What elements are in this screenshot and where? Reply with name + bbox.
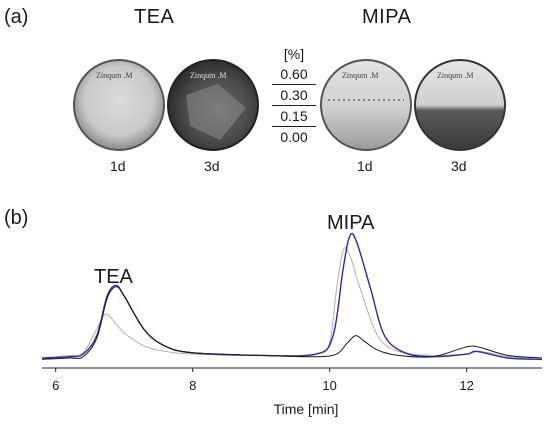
chromatogram-plot: 6 8 10 12 (41, 232, 543, 393)
x-tick-label: 12 (459, 378, 473, 393)
panel-b-label: (b) (4, 207, 28, 229)
legend-value: 0.15 (272, 106, 316, 127)
x-tick-label: 10 (322, 378, 336, 393)
concentration-legend: [%] 0.60 0.30 0.15 0.00 (272, 44, 316, 147)
svg-text:Zinqum .M: Zinqum .M (342, 71, 378, 80)
series-line-1 (41, 247, 543, 360)
chromatogram-series (41, 232, 543, 361)
group-title-tea: TEA (134, 6, 175, 28)
legend-value: 0.00 (280, 129, 308, 145)
day-label-tea-1d: 1d (110, 158, 126, 174)
day-label-mipa-3d: 3d (451, 158, 467, 174)
x-axis-ticks: 6 8 10 12 (52, 368, 474, 393)
plate-mipa-3d: Zinqum .M (414, 59, 506, 151)
peak-label-mipa: MIPA (327, 212, 375, 234)
series-line-3 (41, 286, 543, 360)
day-label-tea-3d: 3d (204, 158, 220, 174)
legend-value: 0.60 (272, 64, 316, 85)
peak-label-tea: TEA (94, 266, 134, 288)
svg-text:Zinqum .M: Zinqum .M (96, 71, 132, 80)
plate-tea-1d: Zinqum .M (73, 59, 165, 151)
series-line-2 (41, 232, 543, 361)
svg-text:Zinqum .M: Zinqum .M (437, 71, 473, 80)
panel-a-label: (a) (4, 6, 29, 28)
legend-value: 0.30 (272, 85, 316, 106)
svg-text:Zinqum .M: Zinqum .M (190, 71, 226, 80)
plate-mipa-1d: Zinqum .M (320, 59, 412, 151)
day-label-mipa-1d: 1d (357, 158, 373, 174)
x-tick-label: 6 (52, 378, 59, 393)
legend-unit: [%] (283, 46, 305, 62)
group-title-mipa: MIPA (362, 6, 412, 28)
x-axis-title: Time [min] (274, 401, 339, 417)
plate-tea-3d: Zinqum .M (167, 59, 259, 151)
x-tick-label: 8 (189, 378, 196, 393)
